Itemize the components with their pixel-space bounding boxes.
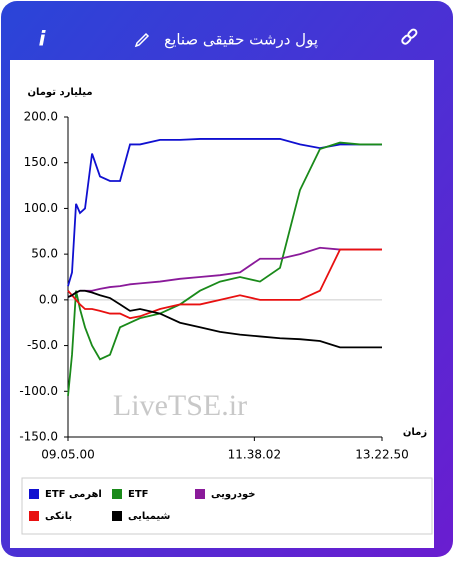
series-line xyxy=(67,289,382,349)
y-tick-label: -150.0 xyxy=(19,430,58,444)
y-tick-label: -100.0 xyxy=(19,384,58,398)
legend-swatch xyxy=(29,511,39,521)
legend-label: خودرویی xyxy=(211,489,255,500)
y-tick-label: 100.0 xyxy=(24,201,58,215)
panel xyxy=(10,60,434,548)
legend-label: ETF xyxy=(128,489,148,500)
y-tick-label: -50.0 xyxy=(27,338,58,352)
legend-box xyxy=(21,477,433,535)
x-tick-label: 09.05.00 xyxy=(41,448,94,462)
watermark: LiveTSE.ir xyxy=(113,389,247,422)
legend-label: بانکی xyxy=(45,511,72,522)
legend-label: ETF اهرمی xyxy=(45,489,102,500)
legend-swatch xyxy=(29,489,39,499)
edit-icon[interactable] xyxy=(134,32,150,48)
series-line xyxy=(67,138,382,287)
y-tick-label: 150.0 xyxy=(24,155,58,169)
link-icon[interactable] xyxy=(401,28,418,45)
y-tick-label: 50.0 xyxy=(31,247,58,261)
info-button[interactable]: i xyxy=(39,27,47,51)
series-line xyxy=(67,248,382,320)
y-tick-label: 200.0 xyxy=(24,110,58,124)
legend-swatch xyxy=(112,511,122,521)
y-axis-label: میلیارد تومان xyxy=(27,87,92,98)
legend-label: شیمیایی xyxy=(128,511,170,522)
legend-swatch xyxy=(195,489,205,499)
header-title: پول درشت حقیقی صنایع xyxy=(164,31,318,50)
x-tick-label: 13.22.50 xyxy=(355,448,408,462)
x-tick-label: 11.38.02 xyxy=(228,448,281,462)
y-tick-label: 0.0 xyxy=(39,292,58,306)
x-axis-label: زمان xyxy=(403,427,427,438)
chart: میلیارد تومان زمان LiveTSE.ir 200.0 150.0 100… xyxy=(19,87,427,522)
legend-swatch xyxy=(112,489,122,499)
